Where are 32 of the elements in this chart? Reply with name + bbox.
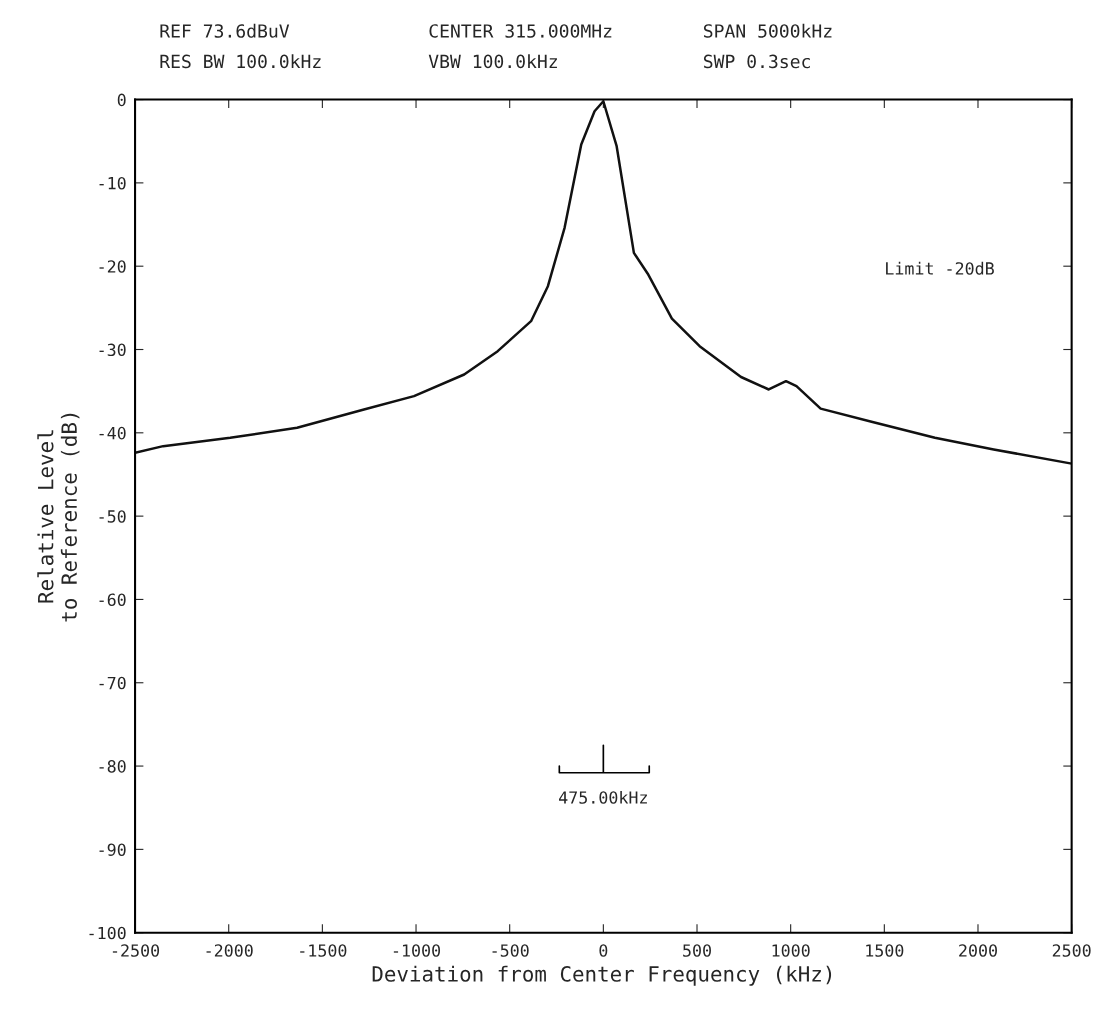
x-tick-label: 2000: [959, 944, 997, 957]
annotation: Limit -20dB: [886, 261, 994, 275]
x-tick-label: -2000: [206, 944, 253, 957]
y-tick-label: -30: [99, 343, 126, 357]
text: REF 73.6dBuV: [160, 23, 290, 38]
y-tick-label: -70: [99, 676, 126, 690]
y-axis-title: Relative Level to Reference (dB): [37, 413, 80, 622]
x-tick-label: -2500: [112, 944, 160, 957]
x-tick-label: 500: [683, 944, 711, 957]
x-tick-label: -1500: [300, 944, 347, 957]
y-tick-label: -40: [99, 426, 126, 440]
y-tick-label: 0: [117, 93, 126, 107]
x-tick-label: -1000: [393, 944, 441, 957]
y-tick-label: -60: [99, 593, 126, 607]
text: SPAN 5000kHz: [703, 23, 832, 38]
y-tick-label: -80: [99, 760, 126, 773]
x-tick-label: 0: [599, 944, 608, 957]
text: VBW 100.0kHz: [428, 54, 557, 69]
text: RES BW 100.0kHz: [160, 54, 321, 69]
y-tick-label: -90: [99, 843, 126, 856]
annotation: 475.00kHz: [559, 790, 647, 804]
y-tick-label: -20: [99, 260, 126, 273]
x-tick-label: 1500: [866, 944, 904, 957]
x-tick-label: 2500: [1052, 944, 1091, 957]
text: SWP 0.3sec: [703, 54, 810, 69]
y-tick-label: -100: [89, 926, 126, 940]
y-tick-label: -10: [99, 176, 126, 190]
text: CENTER 315.000MHz: [429, 24, 612, 38]
y-tick-label: -50: [99, 510, 126, 523]
x-tick-label: 1000: [772, 944, 810, 957]
x-axis-title: Deviation from Center Frequency (kHz): [372, 965, 832, 986]
x-tick-label: -500: [492, 944, 529, 957]
